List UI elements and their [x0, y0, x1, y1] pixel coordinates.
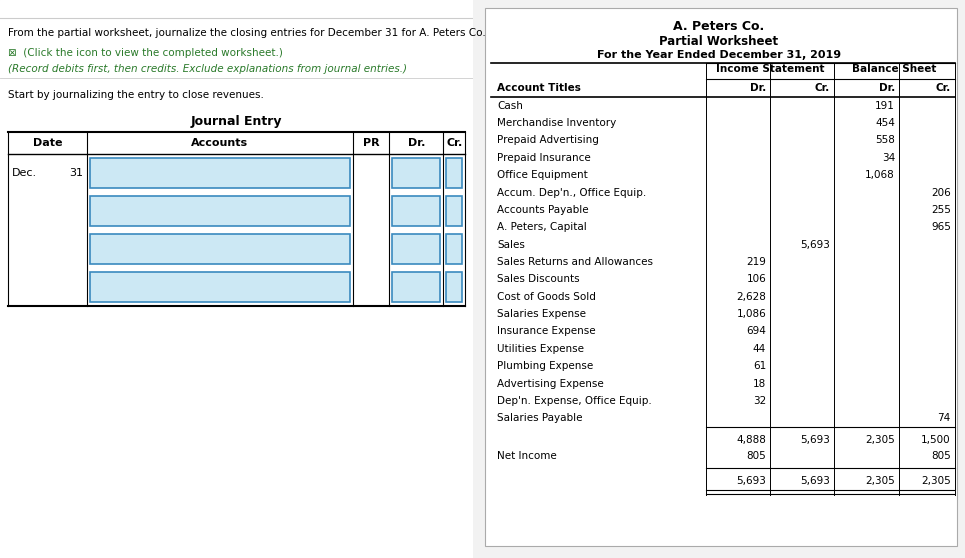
Text: 4,888: 4,888 [736, 435, 766, 445]
Text: 106: 106 [746, 275, 766, 285]
Text: Advertising Expense: Advertising Expense [497, 378, 604, 388]
Text: Accum. Dep'n., Office Equip.: Accum. Dep'n., Office Equip. [497, 187, 647, 198]
Text: Sales: Sales [497, 239, 525, 249]
Text: 255: 255 [931, 205, 951, 215]
Text: PR: PR [363, 138, 379, 148]
Text: Cost of Goods Sold: Cost of Goods Sold [497, 292, 596, 302]
Bar [392, 234, 440, 264]
Bar [446, 196, 462, 226]
Text: 191: 191 [875, 100, 895, 110]
Text: Cr.: Cr. [814, 83, 830, 93]
Text: Cr.: Cr. [935, 83, 951, 93]
Text: Insurance Expense: Insurance Expense [497, 326, 595, 336]
Text: 2,305: 2,305 [921, 476, 951, 486]
Bar [90, 158, 349, 188]
Bar [446, 272, 462, 302]
Text: Dr.: Dr. [407, 138, 425, 148]
Text: A. Peters Co.: A. Peters Co. [674, 20, 764, 33]
Text: Salaries Payable: Salaries Payable [497, 413, 583, 424]
Text: 805: 805 [746, 451, 766, 461]
FancyBboxPatch shape [485, 8, 957, 546]
Text: Prepaid Insurance: Prepaid Insurance [497, 153, 591, 163]
Bar [446, 234, 462, 264]
Bar [392, 158, 440, 188]
Text: Partial Worksheet: Partial Worksheet [659, 35, 779, 48]
Text: 2,305: 2,305 [866, 476, 895, 486]
Text: Account Titles: Account Titles [497, 83, 581, 93]
Text: (Record debits first, then credits. Exclude explanations from journal entries.): (Record debits first, then credits. Excl… [8, 64, 407, 74]
Text: Date: Date [33, 138, 62, 148]
Text: Accounts Payable: Accounts Payable [497, 205, 589, 215]
Text: ⊠  (Click the icon to view the completed worksheet.): ⊠ (Click the icon to view the completed … [8, 48, 283, 58]
Text: 18: 18 [753, 378, 766, 388]
Text: Dec.: Dec. [12, 168, 37, 178]
Text: 1,086: 1,086 [736, 309, 766, 319]
Text: Sales Discounts: Sales Discounts [497, 275, 580, 285]
Text: Start by journalizing the entry to close revenues.: Start by journalizing the entry to close… [8, 90, 263, 100]
Text: Salaries Expense: Salaries Expense [497, 309, 586, 319]
Text: From the partial worksheet, journalize the closing entries for December 31 for A: From the partial worksheet, journalize t… [8, 28, 485, 38]
Text: 5,693: 5,693 [800, 239, 830, 249]
Text: Dep'n. Expense, Office Equip.: Dep'n. Expense, Office Equip. [497, 396, 652, 406]
Bar [90, 272, 349, 302]
Text: 61: 61 [753, 361, 766, 371]
Text: 32: 32 [753, 396, 766, 406]
Text: 454: 454 [875, 118, 895, 128]
Text: 1,500: 1,500 [922, 435, 951, 445]
Text: Dr.: Dr. [879, 83, 895, 93]
Text: 965: 965 [931, 222, 951, 232]
Bar [90, 196, 349, 226]
Text: Sales Returns and Allowances: Sales Returns and Allowances [497, 257, 653, 267]
Text: Prepaid Advertising: Prepaid Advertising [497, 136, 599, 146]
Text: Net Income: Net Income [497, 451, 557, 461]
Text: Plumbing Expense: Plumbing Expense [497, 361, 593, 371]
Text: 5,693: 5,693 [800, 435, 830, 445]
Text: For the Year Ended December 31, 2019: For the Year Ended December 31, 2019 [597, 50, 841, 60]
Text: Cash: Cash [497, 100, 523, 110]
Text: 1,068: 1,068 [866, 170, 895, 180]
Text: 44: 44 [753, 344, 766, 354]
Text: 2,628: 2,628 [736, 292, 766, 302]
Text: A. Peters, Capital: A. Peters, Capital [497, 222, 587, 232]
Text: Accounts: Accounts [191, 138, 248, 148]
Text: 5,693: 5,693 [736, 476, 766, 486]
Text: 219: 219 [746, 257, 766, 267]
Text: 31: 31 [69, 168, 83, 178]
Text: Dr.: Dr. [750, 83, 766, 93]
Bar [392, 272, 440, 302]
Text: Office Equipment: Office Equipment [497, 170, 588, 180]
Text: Cr.: Cr. [446, 138, 462, 148]
Text: 805: 805 [931, 451, 951, 461]
Text: 2,305: 2,305 [866, 435, 895, 445]
Bar [392, 196, 440, 226]
Text: 206: 206 [931, 187, 951, 198]
Bar [446, 158, 462, 188]
Text: 5,693: 5,693 [800, 476, 830, 486]
Bar [90, 234, 349, 264]
Text: Utilities Expense: Utilities Expense [497, 344, 584, 354]
Text: 558: 558 [875, 136, 895, 146]
Text: Merchandise Inventory: Merchandise Inventory [497, 118, 617, 128]
Text: 74: 74 [938, 413, 951, 424]
Text: Journal Entry: Journal Entry [191, 115, 282, 128]
Text: 34: 34 [882, 153, 895, 163]
Text: Balance Sheet: Balance Sheet [852, 64, 937, 74]
Text: 694: 694 [746, 326, 766, 336]
Text: Income Statement: Income Statement [716, 64, 824, 74]
